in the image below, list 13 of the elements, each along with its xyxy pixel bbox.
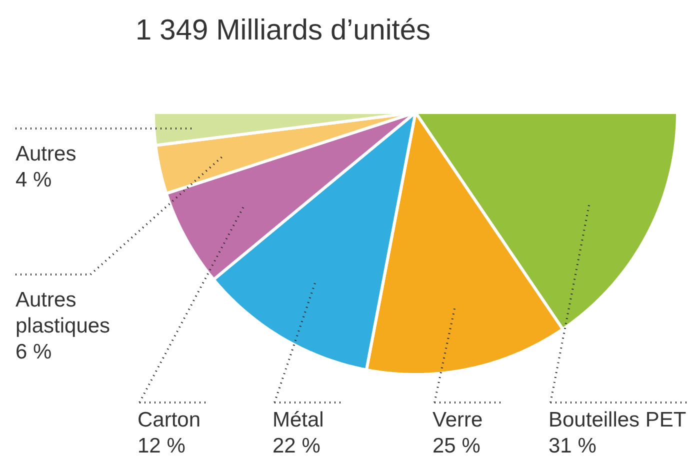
data-label: 22 % — [272, 434, 320, 458]
data-label: 12 % — [138, 434, 186, 458]
slice-label: Verre — [432, 408, 483, 432]
slice-label: Carton — [138, 408, 201, 432]
data-label: 6 % — [16, 340, 52, 364]
slice-label: Autres plastiques — [16, 288, 110, 338]
slice-label: Autres — [16, 142, 76, 166]
data-label: 31 % — [548, 434, 596, 458]
chart-title: 1 349 Milliards d’unités — [136, 14, 430, 46]
data-label: 25 % — [432, 434, 480, 458]
slice-label: Bouteilles PET — [548, 408, 686, 432]
data-label: 4 % — [16, 168, 52, 192]
slice-label: Métal — [272, 408, 324, 432]
